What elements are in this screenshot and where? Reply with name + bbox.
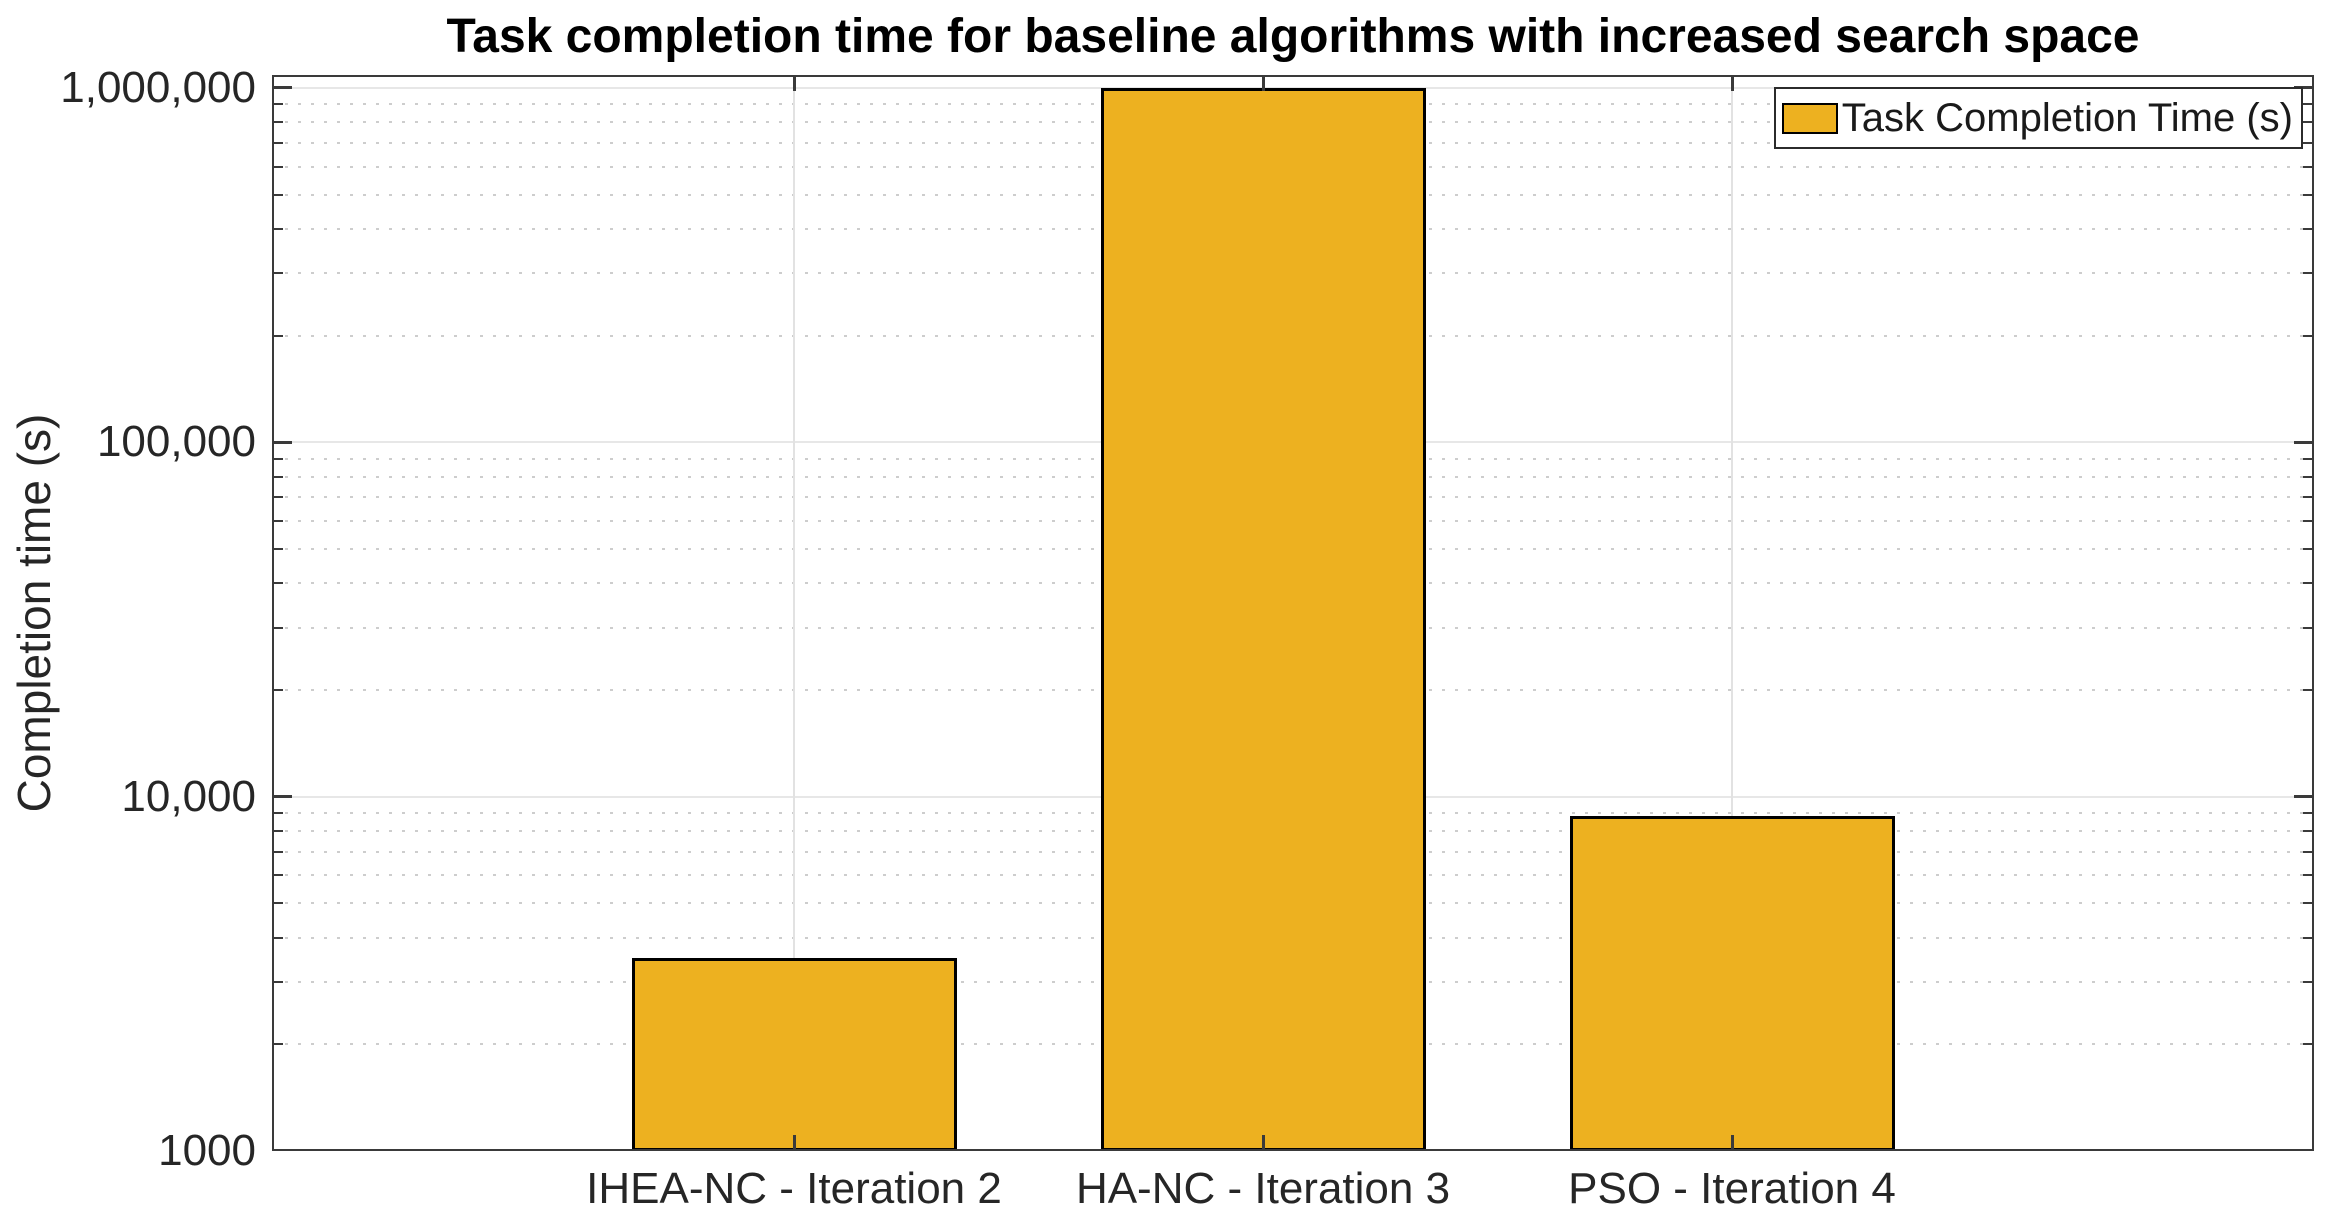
x-top-tick: [1730, 75, 1734, 91]
y-minor-tick: [272, 103, 283, 106]
bar-3: [1569, 816, 1895, 1151]
x-bottom-tick: [1730, 1135, 1734, 1151]
y-minor-tick: [272, 121, 283, 124]
y-minor-tick: [2303, 626, 2314, 629]
x-bottom-tick: [1261, 1135, 1265, 1151]
y-minor-tick: [272, 874, 283, 877]
legend-swatch: [1781, 102, 1838, 134]
y-minor-tick: [272, 980, 283, 983]
y-minor-tick: [272, 519, 283, 522]
y-minor-tick: [2303, 850, 2314, 853]
y-minor-tick: [272, 1043, 283, 1046]
y-minor-tick: [2303, 193, 2314, 196]
y-minor-tick: [2303, 141, 2314, 144]
y-minor-tick: [2303, 103, 2314, 106]
y-minor-tick: [272, 141, 283, 144]
y-minor-tick: [272, 829, 283, 832]
y-minor-tick: [272, 496, 283, 499]
y-minor-tick: [2303, 902, 2314, 905]
y-minor-tick: [272, 936, 283, 939]
y-minor-tick: [2303, 547, 2314, 550]
y-tick-label: 10,000: [121, 771, 256, 821]
y-minor-tick: [2303, 475, 2314, 478]
y-tick-label: 100,000: [96, 417, 256, 467]
y-minor-tick: [272, 272, 283, 275]
x-top-tick: [1261, 75, 1265, 91]
x-bottom-tick: [792, 1135, 796, 1151]
y-minor-tick: [272, 457, 283, 460]
y-major-tick: [272, 86, 292, 90]
y-minor-tick: [272, 227, 283, 230]
y-minor-tick: [2303, 1043, 2314, 1046]
x-tick-label: IHEA-NC - Iteration 2: [586, 1164, 1002, 1213]
plot-area: Task Completion Time (s): [272, 75, 2314, 1151]
chart-title: Task completion time for baseline algori…: [446, 10, 2140, 63]
y-major-tick: [272, 795, 292, 799]
y-tick-label: 1,000,000: [60, 62, 256, 112]
y-minor-tick: [2303, 519, 2314, 522]
x-tick-label: HA-NC - Iteration 3: [1075, 1164, 1451, 1213]
y-major-tick: [272, 440, 292, 444]
y-minor-tick: [2303, 165, 2314, 168]
y-minor-tick: [2303, 121, 2314, 124]
y-tick-label: 1000: [158, 1126, 256, 1175]
bar-2: [1100, 87, 1426, 1151]
y-minor-tick: [2303, 980, 2314, 983]
y-minor-tick: [272, 811, 283, 814]
x-gridline: [1731, 75, 1733, 1151]
y-minor-tick: [2303, 688, 2314, 691]
y-minor-tick: [272, 165, 283, 168]
y-minor-tick: [2303, 496, 2314, 499]
legend: Task Completion Time (s): [1773, 87, 2303, 149]
y-minor-tick: [2303, 936, 2314, 939]
y-minor-tick: [272, 850, 283, 853]
y-axis-label: Completion time (s): [8, 413, 60, 813]
bar-1: [631, 958, 957, 1151]
y-minor-tick: [272, 688, 283, 691]
y-minor-tick: [2303, 457, 2314, 460]
y-minor-tick: [2303, 582, 2314, 585]
y-minor-tick: [272, 902, 283, 905]
y-minor-tick: [272, 475, 283, 478]
x-tick-label: PSO - Iteration 4: [1568, 1164, 1896, 1213]
y-minor-tick: [2303, 334, 2314, 337]
y-major-tick: [2294, 440, 2314, 444]
y-minor-tick: [272, 547, 283, 550]
y-minor-tick: [2303, 829, 2314, 832]
major-gridline: [272, 86, 2314, 89]
y-minor-tick: [2303, 874, 2314, 877]
y-minor-tick: [272, 334, 283, 337]
x-top-tick: [792, 75, 796, 91]
y-major-tick: [2294, 795, 2314, 799]
y-minor-tick: [272, 582, 283, 585]
y-minor-tick: [2303, 227, 2314, 230]
y-minor-tick: [272, 193, 283, 196]
y-minor-tick: [2303, 811, 2314, 814]
legend-label: Task Completion Time (s): [1841, 96, 2293, 140]
y-minor-tick: [272, 626, 283, 629]
y-minor-tick: [2303, 272, 2314, 275]
x-gridline: [793, 75, 795, 1151]
y-major-tick: [2294, 86, 2314, 90]
